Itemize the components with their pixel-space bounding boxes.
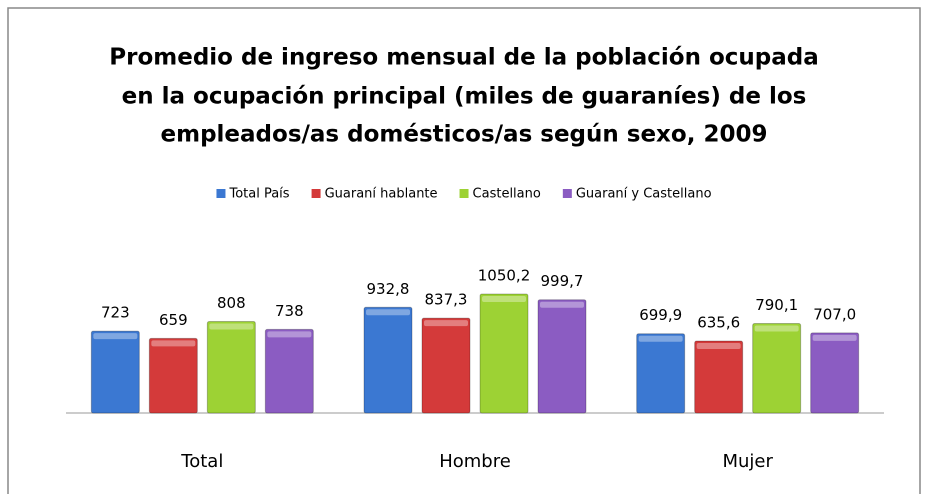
bar-highlight <box>93 333 138 340</box>
legend-swatch <box>216 189 226 198</box>
value-label: 723 <box>101 304 130 322</box>
legend-label: Guaraní y Castellano <box>576 187 712 202</box>
legend-label: Guaraní hablante <box>325 187 438 202</box>
value-label: 707,0 <box>813 305 856 323</box>
bar-highlight <box>812 334 857 341</box>
bar <box>363 306 413 414</box>
value-label: 837,3 <box>425 291 468 309</box>
bar <box>636 333 686 414</box>
bar-highlight <box>540 301 584 308</box>
x-tick-label: Hombre <box>439 451 511 472</box>
bar <box>90 330 140 414</box>
bar-highlight <box>424 320 468 327</box>
bar <box>479 293 529 414</box>
value-label: 932,8 <box>367 280 410 298</box>
bar-highlight <box>482 296 526 302</box>
bar <box>694 340 744 414</box>
legend-swatch <box>311 189 321 198</box>
bar-highlight <box>696 342 741 349</box>
bar <box>206 320 256 414</box>
bar <box>537 299 587 414</box>
bar <box>810 332 860 414</box>
value-label: 699,9 <box>639 306 682 324</box>
value-label: 999,7 <box>541 272 584 290</box>
chart-title: Promedio de ingreso mensual de la poblac… <box>109 45 818 71</box>
legend-swatch <box>459 189 469 198</box>
x-tick-label: Total <box>180 451 223 472</box>
bar-highlight <box>638 335 683 342</box>
value-label: 1050,2 <box>478 267 531 285</box>
bar <box>148 337 198 414</box>
chart-frame <box>7 7 921 498</box>
value-label: 790,1 <box>755 296 798 314</box>
bar <box>421 317 471 414</box>
value-label: 738 <box>275 302 304 320</box>
bar-highlight <box>267 331 312 338</box>
bar <box>264 328 314 414</box>
x-tick-label: Mujer <box>722 451 773 472</box>
value-label: 808 <box>217 294 246 312</box>
bar-highlight <box>366 309 410 316</box>
bar <box>752 322 802 414</box>
legend-swatch <box>562 189 572 198</box>
value-label: 659 <box>159 311 188 329</box>
value-label: 635,6 <box>697 313 740 331</box>
chart-title: en la ocupación principal (miles de guar… <box>122 84 807 110</box>
legend-label: Castellano <box>473 187 541 202</box>
legend-label: Total País <box>228 187 289 202</box>
bar-highlight <box>754 325 799 332</box>
bar-highlight <box>151 340 196 347</box>
chart-title: empleados/as domésticos/as según sexo, 2… <box>161 122 768 148</box>
bar-highlight <box>209 323 254 330</box>
